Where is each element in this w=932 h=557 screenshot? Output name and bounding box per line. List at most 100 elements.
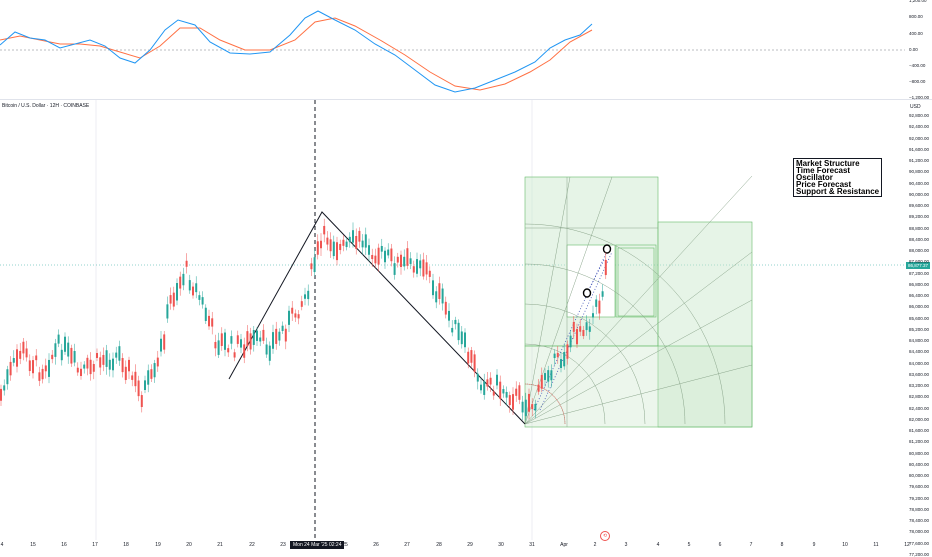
candle-body xyxy=(54,343,57,357)
candle-body xyxy=(294,313,297,318)
price-tick: 78,000.00 xyxy=(909,529,930,535)
candle-body xyxy=(208,315,210,327)
forecast-target-marker[interactable] xyxy=(582,288,592,298)
gann-fan-drawing[interactable] xyxy=(524,175,753,428)
price-tick: 81,600.00 xyxy=(909,428,930,433)
price-tick: 87,200.00 xyxy=(909,270,930,276)
candle-body xyxy=(368,245,370,255)
candle-body xyxy=(99,357,102,368)
oscillator-tick: −800.00 xyxy=(909,79,926,84)
oscillator-tick: 800.00 xyxy=(909,14,923,19)
candle-body xyxy=(320,240,322,249)
candle-body xyxy=(121,358,124,373)
candle-body xyxy=(128,359,130,372)
legend-item: Price Forecast xyxy=(796,180,852,189)
candle-body xyxy=(265,344,268,355)
candle-body xyxy=(259,337,262,342)
legend-item: Oscillator xyxy=(796,173,833,182)
oscillator-pane xyxy=(0,10,905,93)
price-forecast-path[interactable] xyxy=(533,248,613,411)
forecast-target-marker[interactable] xyxy=(602,244,612,254)
candle-body xyxy=(281,325,284,331)
candle-body xyxy=(134,371,137,387)
candle-body xyxy=(147,370,150,385)
candle-body xyxy=(384,250,386,263)
candle-body xyxy=(25,348,28,358)
candle-body xyxy=(278,331,281,341)
candle-body xyxy=(198,295,201,300)
candle-body xyxy=(422,259,425,277)
candle-body xyxy=(89,359,92,375)
candle-body xyxy=(0,388,2,401)
time-tick: 29 xyxy=(467,542,473,548)
price-tick: 78,800.00 xyxy=(909,506,930,512)
candle-body xyxy=(550,370,553,381)
candle-body xyxy=(438,283,441,299)
price-tick: 84,800.00 xyxy=(909,338,930,343)
candle-body xyxy=(483,381,486,395)
candle-body xyxy=(70,347,73,364)
candle-body xyxy=(448,310,450,321)
candle-body xyxy=(44,365,47,372)
candle-body xyxy=(9,361,12,376)
candle-body xyxy=(80,368,82,377)
candle-body xyxy=(108,359,111,370)
time-tick: 23 xyxy=(280,542,286,548)
time-tick: 28 xyxy=(436,542,442,548)
candle-body xyxy=(182,273,185,286)
candle-body xyxy=(428,270,431,277)
candle-body xyxy=(432,280,434,296)
price-tick: 83,200.00 xyxy=(909,383,930,388)
market-structure-line[interactable] xyxy=(228,211,526,425)
price-tick: 84,400.00 xyxy=(909,349,930,355)
candle-body xyxy=(217,340,220,355)
candle-body xyxy=(131,375,134,380)
candle-body xyxy=(67,342,70,357)
candle-body xyxy=(537,384,540,392)
candle-body xyxy=(598,300,601,314)
candle-body xyxy=(227,348,230,353)
candle-body xyxy=(272,332,274,349)
candle-body xyxy=(35,355,38,361)
price-tick: 79,200.00 xyxy=(909,495,930,501)
crosshair-time-tag: Mon 24 Mar '25 02:24 xyxy=(290,541,345,549)
candle-body xyxy=(400,254,402,268)
candle-body xyxy=(316,241,319,255)
candle-body xyxy=(470,350,473,363)
oscillator-tick: 0.00 xyxy=(909,47,918,52)
candle-body xyxy=(76,367,79,373)
candle-body xyxy=(476,373,479,382)
legend-item: Support & Resistance xyxy=(796,187,880,196)
price-tick: 91,600.00 xyxy=(909,146,930,152)
time-tick: 2 xyxy=(593,542,597,548)
candle-body xyxy=(588,326,591,332)
candle-body xyxy=(284,328,287,342)
price-tick: 89,600.00 xyxy=(909,203,930,208)
candle-body xyxy=(297,314,300,319)
time-tick: 16 xyxy=(61,542,67,548)
candle-body xyxy=(102,354,105,365)
candle-body xyxy=(19,350,22,359)
candle-body xyxy=(32,360,34,374)
oscillator-tick: 1,200.00 xyxy=(909,0,927,3)
candle-body xyxy=(531,404,534,410)
macd-line xyxy=(0,10,593,93)
time-tick: 4 xyxy=(0,542,4,548)
candle-body xyxy=(118,346,121,361)
candle-body xyxy=(249,333,252,350)
price-chart-pane[interactable] xyxy=(0,100,932,550)
pane-separator[interactable] xyxy=(0,99,932,100)
candle-body xyxy=(486,379,489,387)
reset-chart-icon[interactable]: ⟲ xyxy=(600,531,610,541)
candle-body xyxy=(96,353,98,358)
candle-body xyxy=(502,389,505,394)
price-tick: 91,200.00 xyxy=(909,158,930,163)
candle-body xyxy=(236,335,239,344)
candle-body xyxy=(115,352,118,358)
price-tick: 82,000.00 xyxy=(909,416,930,422)
candle-body xyxy=(60,349,63,361)
candle-body xyxy=(166,304,169,319)
candle-body xyxy=(73,351,76,363)
symbol-title[interactable]: Bitcoin / U.S. Dollar · 12H · COINBASE xyxy=(2,103,90,109)
candle-body xyxy=(176,283,178,301)
